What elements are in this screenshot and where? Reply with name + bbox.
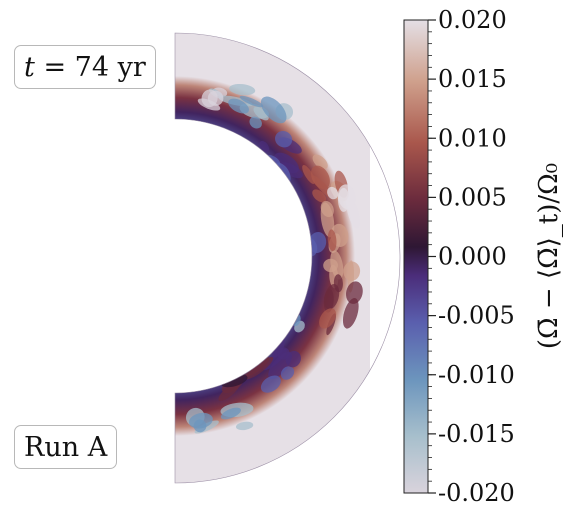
field-streak	[271, 325, 280, 340]
shell-field	[175, 33, 370, 483]
field-streak	[319, 308, 337, 329]
field-streak	[188, 412, 213, 429]
field-streak	[207, 90, 224, 106]
shell-outline	[174, 32, 401, 484]
field-streak	[218, 382, 240, 401]
field-streak	[295, 256, 305, 276]
field-streak	[229, 83, 256, 96]
colorbar-fill	[403, 19, 429, 494]
field-streak	[269, 324, 282, 339]
field-streak	[279, 162, 303, 179]
field-streak	[302, 165, 315, 184]
field-streak	[330, 250, 344, 280]
field-streak	[239, 95, 264, 108]
field-streak	[320, 200, 334, 218]
field-streak	[249, 116, 262, 129]
colorbar-tick-label: 0.015	[438, 65, 507, 93]
field-streak	[220, 407, 241, 420]
colorbar: -0.020 -0.015 -0.010 -0.005 0.000 0.005 0.010 0…	[403, 6, 564, 507]
colorbar-tick-label: 0.020	[438, 6, 507, 34]
colorbar-tick-label: 0.010	[438, 124, 507, 152]
colorbar-tick-label: -0.005	[438, 302, 515, 330]
field-streak	[260, 96, 287, 124]
field-streak	[259, 140, 270, 153]
field-streak	[253, 106, 269, 121]
field-streak	[312, 154, 328, 170]
field-streak	[327, 229, 337, 252]
colorbar-tick-label: 0.000	[438, 243, 507, 271]
colorbar-tick-label: 0.005	[438, 183, 507, 211]
field-streak	[297, 247, 306, 262]
field-streak	[255, 311, 282, 338]
field-streak	[287, 264, 303, 280]
field-streak	[312, 189, 327, 203]
field-streak	[324, 284, 340, 310]
time-label: t = 74 yr	[14, 45, 156, 89]
field-streak	[337, 187, 350, 212]
colorbar-tick-label: -0.010	[438, 361, 515, 389]
time-label-value: = 74 yr	[34, 52, 146, 83]
field-streak	[228, 98, 249, 114]
field-streak	[285, 350, 301, 368]
field-streak	[275, 130, 293, 148]
field-streak	[260, 375, 281, 393]
field-streak	[327, 186, 339, 200]
field-streak	[264, 321, 281, 343]
field-streak	[280, 366, 295, 380]
field-streak	[310, 165, 330, 189]
field-streak	[277, 347, 290, 360]
field-streak	[293, 255, 309, 288]
field-streak	[342, 298, 359, 329]
field-streak	[235, 421, 254, 431]
field-streak	[207, 353, 237, 373]
field-streak	[346, 281, 363, 304]
colorbar-tick-label: -0.015	[438, 420, 515, 448]
colorbar-ticks: -0.020 -0.015 -0.010 -0.005 0.000 0.005 0.010 0…	[428, 6, 515, 507]
colorbar-tick-label: -0.020	[438, 479, 515, 507]
field-streak	[272, 337, 285, 358]
colorbar-label: (Ω̄ − ⟨Ω̄⟩_t)/Ω₀	[534, 163, 564, 349]
run-label: Run A	[14, 425, 118, 469]
time-label-symbol: t	[24, 52, 35, 83]
